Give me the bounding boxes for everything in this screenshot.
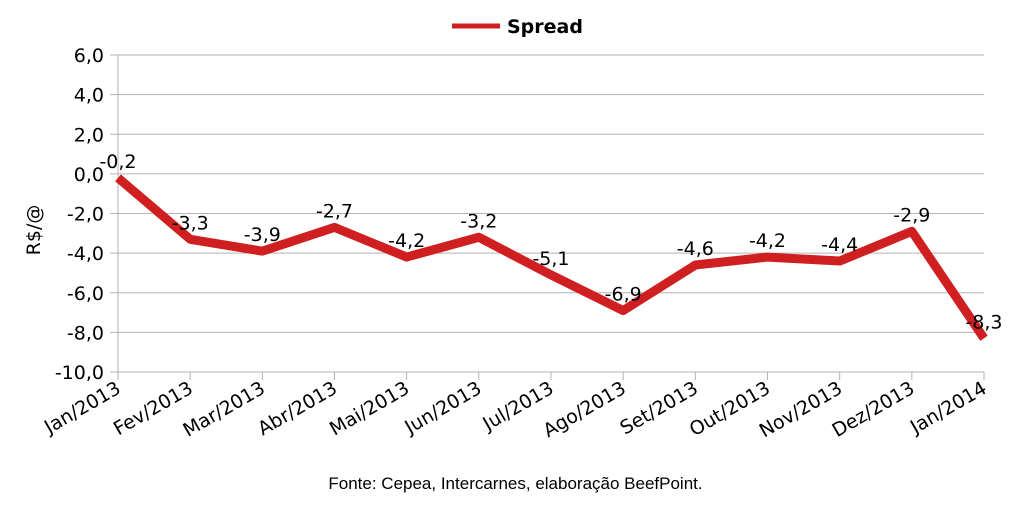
data-label: -2,9 bbox=[893, 204, 930, 226]
y-tick-label: 6,0 bbox=[74, 45, 104, 67]
x-tick-label: Set/2013 bbox=[616, 377, 701, 439]
y-tick-label: 2,0 bbox=[74, 124, 104, 146]
x-axis-ticks: Jan/2013Fev/2013Mar/2013Abr/2013Mai/2013… bbox=[40, 372, 991, 442]
data-label: -3,9 bbox=[244, 224, 281, 246]
data-label: -0,2 bbox=[99, 151, 136, 173]
legend-label: Spread bbox=[507, 16, 583, 38]
data-label: -3,3 bbox=[172, 212, 209, 234]
y-axis-label: R$/@ bbox=[23, 205, 45, 256]
x-tick-label: Jan/2013 bbox=[40, 377, 125, 439]
x-tick-label: Dez/2013 bbox=[828, 377, 918, 442]
data-label: -5,1 bbox=[532, 248, 569, 270]
data-label: -2,7 bbox=[316, 200, 353, 222]
y-tick-label: -8,0 bbox=[67, 322, 104, 344]
y-tick-label: -4,0 bbox=[67, 243, 104, 265]
series-line-spread bbox=[115, 174, 988, 341]
series-lines bbox=[115, 174, 988, 341]
source-note: Fonte: Cepea, Intercarnes, elaboração Be… bbox=[328, 474, 703, 493]
x-tick-label: Mar/2013 bbox=[179, 377, 268, 441]
y-tick-label: -2,0 bbox=[67, 204, 104, 226]
data-label: -4,4 bbox=[821, 234, 858, 256]
x-tick-label: Abr/2013 bbox=[254, 377, 341, 440]
data-label: -4,6 bbox=[677, 238, 714, 260]
x-tick-label: Jan/2014 bbox=[906, 377, 991, 439]
data-labels: -0,2 -3,3 -3,9 -2,7 -4,2 -3,2 -5,1 -6,9 -4,6 -4,2… bbox=[99, 151, 1002, 333]
y-axis-ticks: 6,0 4,0 2,0 0,0 -2,0 -4,0 -6,0 -8,0 -10,0 bbox=[55, 45, 118, 384]
data-label: -3,2 bbox=[460, 210, 497, 232]
data-label: -6,9 bbox=[605, 284, 642, 306]
x-tick-label: Ago/2013 bbox=[539, 377, 629, 442]
y-tick-label: 4,0 bbox=[74, 85, 104, 107]
x-tick-label: Nov/2013 bbox=[756, 377, 847, 442]
y-tick-label: 0,0 bbox=[74, 164, 104, 186]
data-label: -8,3 bbox=[965, 311, 1002, 333]
legend: Spread bbox=[452, 16, 583, 38]
y-tick-label: -6,0 bbox=[67, 283, 104, 305]
x-tick-label: Mai/2013 bbox=[326, 377, 413, 440]
data-label: -4,2 bbox=[388, 230, 425, 252]
y-tick-label: -10,0 bbox=[55, 362, 104, 384]
x-tick-label: Jun/2013 bbox=[400, 377, 485, 439]
data-label: -4,2 bbox=[749, 230, 786, 252]
grid-lines bbox=[117, 54, 984, 373]
